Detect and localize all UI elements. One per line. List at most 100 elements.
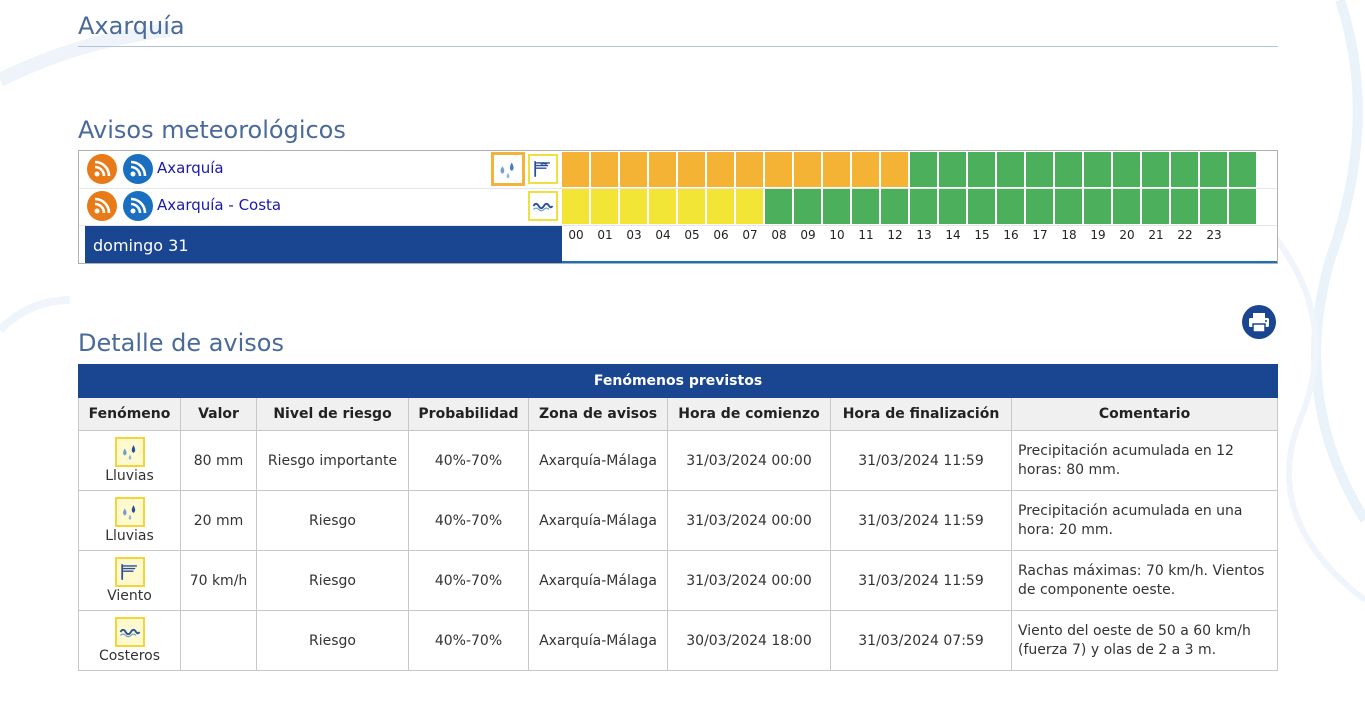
hour-label: 21 xyxy=(1148,228,1164,242)
hour-cell-orange xyxy=(881,152,909,187)
comment-cell: Precipitación acumulada en 12 horas: 80 … xyxy=(1010,430,1279,491)
hour-cell-green xyxy=(1171,152,1199,187)
hour-cell-orange xyxy=(562,152,590,187)
end-time-cell: 31/03/2024 11:59 xyxy=(830,490,1012,551)
comment-cell: Precipitación acumulada en una hora: 20 … xyxy=(1010,490,1279,551)
zone-cell: Axarquía-Málaga xyxy=(528,610,668,671)
rain-drops-icon[interactable] xyxy=(491,152,525,186)
hour-cell-green xyxy=(765,189,793,224)
start-time-cell: 30/03/2024 18:00 xyxy=(667,610,831,671)
hour-cell-green xyxy=(997,189,1025,224)
hour-cell-green xyxy=(823,189,851,224)
hour-cell-green xyxy=(1055,189,1083,224)
printer-icon xyxy=(1249,313,1269,333)
hour-cell-green xyxy=(1084,189,1112,224)
probability-cell: 40%-70% xyxy=(408,610,529,671)
hour-cell-orange xyxy=(736,152,764,187)
hour-label: 19 xyxy=(1090,228,1106,242)
hour-label: 23 xyxy=(1206,228,1222,242)
hour-cell-green xyxy=(1142,189,1170,224)
hour-cell-green xyxy=(1113,189,1141,224)
hour-label: 11 xyxy=(858,228,874,242)
coastal-waves-icon[interactable] xyxy=(528,191,558,221)
hour-label: 04 xyxy=(655,228,671,242)
hour-cell-green xyxy=(910,189,938,224)
hour-cell-yellow xyxy=(736,189,764,224)
warnings-detail-table: Fenómenos previstos Fenómeno Valor Nivel… xyxy=(77,364,1279,671)
hour-cell-orange xyxy=(794,152,822,187)
hour-cell-yellow xyxy=(649,189,677,224)
rss-feed-alt-icon[interactable] xyxy=(123,191,153,221)
hour-label: 06 xyxy=(713,228,729,242)
hour-label: 01 xyxy=(597,228,613,242)
phenomenon-cell: Costeros xyxy=(78,610,181,671)
hour-cell-orange xyxy=(852,152,880,187)
value-cell: 70 km/h xyxy=(180,550,257,611)
comment-cell: Viento del oeste de 50 a 60 km/h (fuerza… xyxy=(1010,610,1279,671)
hour-label: 03 xyxy=(626,228,642,242)
hour-cell-orange xyxy=(649,152,677,187)
end-time-cell: 31/03/2024 07:59 xyxy=(830,610,1012,671)
hour-label: 08 xyxy=(771,228,787,242)
rss-feed-icon[interactable] xyxy=(87,191,117,221)
hour-label: 17 xyxy=(1032,228,1048,242)
phenomenon-label: Lluvias xyxy=(105,528,154,544)
end-time-cell: 31/03/2024 11:59 xyxy=(830,550,1012,611)
phenomenon-cell: Lluvias xyxy=(78,490,181,551)
hour-cell-green xyxy=(968,152,996,187)
end-time-cell: 31/03/2024 11:59 xyxy=(830,430,1012,491)
table-caption: Fenómenos previstos xyxy=(77,364,1279,398)
column-header: Hora de finalización xyxy=(830,397,1012,431)
hour-cell-yellow xyxy=(678,189,706,224)
table-row: Lluvias 20 mm Riesgo 40%-70% Axarquía-Málaga… xyxy=(78,490,1279,551)
zone-link-axarquia[interactable]: Axarquía xyxy=(157,159,224,177)
hour-cell-green xyxy=(1200,152,1228,187)
hour-cell-green xyxy=(939,189,967,224)
hour-cell-green xyxy=(794,189,822,224)
table-row: Viento 70 km/h Riesgo 40%-70% Axarquía-Málag… xyxy=(78,550,1279,611)
warning-row-axarquia-costa: Axarquía - Costa xyxy=(79,188,1277,226)
coastal-waves-icon xyxy=(114,617,145,647)
column-header: Hora de comienzo xyxy=(667,397,831,431)
phenomenon-label: Viento xyxy=(107,588,152,604)
hour-cell-green xyxy=(1084,152,1112,187)
value-cell xyxy=(180,610,257,671)
warnings-panel: Axarquía Axarquía - Costa domingo 31 00 0… xyxy=(78,150,1278,264)
zone-link-axarquia-costa[interactable]: Axarquía - Costa xyxy=(157,196,282,214)
risk-cell: Riesgo xyxy=(256,550,409,611)
section-title-avisos: Avisos meteorológicos xyxy=(78,116,346,144)
hour-cell-orange xyxy=(678,152,706,187)
probability-cell: 40%-70% xyxy=(408,490,529,551)
hour-label: 07 xyxy=(742,228,758,242)
column-header: Zona de avisos xyxy=(528,397,668,431)
start-time-cell: 31/03/2024 00:00 xyxy=(667,430,831,491)
wind-flag-icon[interactable] xyxy=(528,154,558,184)
zone-cell: Axarquía-Málaga xyxy=(528,550,668,611)
phenomenon-label: Costeros xyxy=(98,648,161,664)
hour-cell-green xyxy=(968,189,996,224)
table-row: Lluvias 80 mm Riesgo importante 40%-70% Axar… xyxy=(78,430,1279,491)
hour-cell-yellow xyxy=(591,189,619,224)
phenomenon-cell: Viento xyxy=(78,550,181,611)
hour-label: 22 xyxy=(1177,228,1193,242)
comment-cell: Rachas máximas: 70 km/h. Vientos de comp… xyxy=(1010,550,1279,611)
day-label: domingo 31 xyxy=(85,226,562,263)
phenomenon-label: Lluvias xyxy=(105,468,154,484)
hour-label: 15 xyxy=(974,228,990,242)
hour-cell-green xyxy=(1026,152,1054,187)
hour-cell-orange xyxy=(765,152,793,187)
print-button[interactable] xyxy=(1242,305,1276,339)
hour-cell-orange xyxy=(823,152,851,187)
risk-cell: Riesgo xyxy=(256,490,409,551)
start-time-cell: 31/03/2024 00:00 xyxy=(667,550,831,611)
hour-axis-line xyxy=(562,261,1277,263)
warning-row-axarquia: Axarquía xyxy=(79,151,1277,189)
rss-feed-icon[interactable] xyxy=(87,154,117,184)
hour-cell-green xyxy=(1113,152,1141,187)
rss-feed-alt-icon[interactable] xyxy=(123,154,153,184)
probability-cell: 40%-70% xyxy=(408,430,529,491)
zone-cell: Axarquía-Málaga xyxy=(528,490,668,551)
page-title: Axarquía xyxy=(78,12,1278,47)
hour-cell-green xyxy=(1055,152,1083,187)
hour-cell-green xyxy=(881,189,909,224)
